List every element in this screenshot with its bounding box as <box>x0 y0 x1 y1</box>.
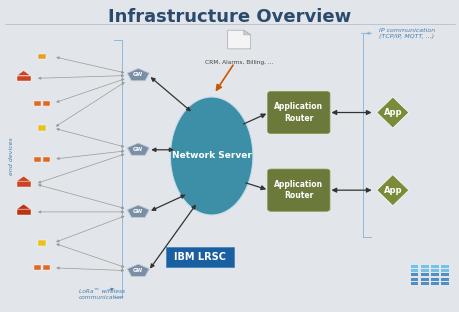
FancyBboxPatch shape <box>420 278 428 280</box>
Text: Infrastructure Overview: Infrastructure Overview <box>108 8 351 27</box>
FancyBboxPatch shape <box>34 101 41 106</box>
FancyBboxPatch shape <box>410 273 418 276</box>
FancyBboxPatch shape <box>441 265 448 267</box>
FancyBboxPatch shape <box>431 282 438 285</box>
Polygon shape <box>127 205 149 217</box>
FancyBboxPatch shape <box>410 282 418 285</box>
Polygon shape <box>376 175 408 206</box>
Text: GW: GW <box>133 147 143 152</box>
FancyBboxPatch shape <box>17 181 30 187</box>
FancyBboxPatch shape <box>431 265 438 267</box>
FancyBboxPatch shape <box>420 269 428 272</box>
Text: GW: GW <box>133 268 143 273</box>
FancyBboxPatch shape <box>410 265 418 267</box>
Polygon shape <box>17 71 30 76</box>
FancyBboxPatch shape <box>38 54 46 59</box>
FancyBboxPatch shape <box>410 269 418 272</box>
Text: GW: GW <box>133 209 143 214</box>
FancyBboxPatch shape <box>34 157 41 162</box>
Text: GW: GW <box>133 72 143 77</box>
FancyBboxPatch shape <box>43 265 50 270</box>
FancyBboxPatch shape <box>166 247 234 267</box>
FancyBboxPatch shape <box>441 282 448 285</box>
FancyBboxPatch shape <box>38 240 46 246</box>
Polygon shape <box>376 97 408 128</box>
FancyBboxPatch shape <box>420 273 428 276</box>
Text: Network Server: Network Server <box>171 152 251 160</box>
Text: CRM, Alarms, Billing, ...: CRM, Alarms, Billing, ... <box>204 60 273 65</box>
FancyBboxPatch shape <box>431 269 438 272</box>
FancyBboxPatch shape <box>431 273 438 276</box>
FancyBboxPatch shape <box>441 269 448 272</box>
FancyBboxPatch shape <box>267 91 329 134</box>
FancyBboxPatch shape <box>17 209 30 215</box>
Ellipse shape <box>170 97 252 215</box>
Polygon shape <box>127 143 149 155</box>
FancyBboxPatch shape <box>38 125 46 131</box>
Text: IP communication
(TCP/IP, MQTT, ...): IP communication (TCP/IP, MQTT, ...) <box>378 28 434 39</box>
Text: App: App <box>383 186 401 195</box>
FancyBboxPatch shape <box>420 265 428 267</box>
Polygon shape <box>127 68 149 81</box>
FancyBboxPatch shape <box>34 265 41 270</box>
Polygon shape <box>243 30 250 35</box>
Text: end devices: end devices <box>9 137 14 175</box>
FancyBboxPatch shape <box>420 282 428 285</box>
Polygon shape <box>17 204 30 209</box>
FancyBboxPatch shape <box>17 76 30 81</box>
Text: LoRa™ wireless
communication: LoRa™ wireless communication <box>78 289 124 300</box>
Text: App: App <box>383 108 401 117</box>
FancyBboxPatch shape <box>441 278 448 280</box>
Polygon shape <box>17 176 30 181</box>
FancyBboxPatch shape <box>43 157 50 162</box>
FancyBboxPatch shape <box>441 273 448 276</box>
Text: Application
Router: Application Router <box>274 180 323 200</box>
FancyBboxPatch shape <box>267 169 329 211</box>
Polygon shape <box>227 30 250 49</box>
Polygon shape <box>127 264 149 276</box>
Text: Application
Router: Application Router <box>274 102 323 123</box>
FancyBboxPatch shape <box>410 278 418 280</box>
Text: IBM LRSC: IBM LRSC <box>174 252 226 262</box>
FancyBboxPatch shape <box>43 101 50 106</box>
FancyBboxPatch shape <box>431 278 438 280</box>
